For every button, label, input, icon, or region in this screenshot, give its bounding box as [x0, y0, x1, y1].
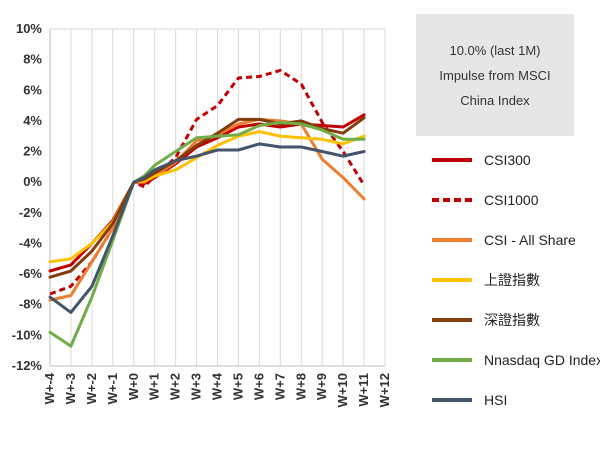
legend-item: 上證指數: [432, 268, 540, 292]
x-tick-label: W+11: [356, 373, 371, 407]
legend-label: CSI300: [484, 152, 531, 168]
legend-swatch: [432, 358, 472, 362]
y-tick-label: 8%: [23, 52, 42, 67]
legend-label: 深證指數: [484, 312, 540, 328]
legend-item: CSI300: [432, 148, 531, 172]
y-tick-label: 10%: [16, 21, 42, 36]
x-tick-label: W+10: [335, 373, 350, 407]
x-tick-label: W+-3: [63, 373, 78, 404]
series-line-hsi: [48, 142, 366, 314]
y-tick-label: 4%: [23, 113, 42, 128]
legend-item: Nnasdaq GD Index: [432, 348, 600, 372]
y-tick-label: -6%: [19, 266, 43, 281]
legend-label: CSI1000: [484, 192, 539, 208]
y-tick-label: -8%: [19, 297, 43, 312]
x-tick-label: W+3: [189, 373, 204, 400]
legend-swatch: [432, 318, 472, 322]
x-tick-label: W+8: [293, 373, 308, 400]
legend-item: CSI1000: [432, 188, 538, 212]
x-tick-label: W+0: [126, 373, 141, 400]
y-tick-label: 2%: [23, 144, 42, 159]
legend-item: 深證指數: [432, 308, 540, 332]
annotation-line-2: Impulse from MSCI: [439, 67, 551, 83]
y-tick-label: -12%: [12, 358, 43, 373]
x-tick-label: W+4: [210, 372, 225, 400]
x-tick-label: W+-2: [84, 373, 99, 404]
legend-swatch: [432, 238, 472, 242]
x-tick-label: W+1: [147, 373, 162, 400]
series-line-csi1000: [49, 68, 366, 296]
legend-swatch: [432, 398, 472, 402]
legend-swatch: [432, 158, 472, 162]
y-tick-label: 6%: [23, 82, 42, 97]
annotation-box: 10.0% (last 1M) Impulse from MSCI China …: [416, 14, 574, 136]
x-tick-label: W+12: [377, 373, 392, 407]
y-tick-label: 0%: [23, 174, 42, 189]
x-tick-label: W+-4: [42, 372, 57, 404]
legend-swatch: [432, 198, 472, 202]
series-line-series: [48, 130, 366, 264]
annotation-line-1: 10.0% (last 1M): [449, 42, 541, 58]
x-tick-label: W+2: [168, 373, 183, 400]
y-tick-label: -4%: [19, 235, 43, 250]
annotation-line-3: China Index: [460, 92, 530, 108]
legend-item: CSI - All Share: [432, 228, 576, 252]
series-line-nnasdaq-gd-index: [48, 120, 366, 348]
x-tick-label: W+6: [251, 373, 266, 400]
line-chart: 10% 8% 6% 4% 2% 0% -2% -4% -6% -8% -10% -12% W+-4 W+…: [12, 21, 392, 407]
legend-swatch: [432, 278, 472, 282]
x-tick-label: W+9: [314, 373, 329, 400]
series-line-csi-all-share: [48, 117, 366, 302]
legend-label: CSI - All Share: [484, 232, 576, 248]
y-tick-label: -10%: [12, 327, 43, 342]
series-line-series: [48, 116, 366, 279]
x-tick-label: W+5: [230, 373, 245, 400]
y-tick-label: -2%: [19, 205, 43, 220]
legend-label: 上證指數: [484, 272, 540, 288]
x-tick-label: W+7: [272, 373, 287, 400]
x-tick-label: W+-1: [105, 373, 120, 404]
legend-label: HSI: [484, 392, 508, 408]
legend-label: Nnasdaq GD Index: [484, 352, 600, 368]
legend-item: HSI: [432, 388, 507, 412]
